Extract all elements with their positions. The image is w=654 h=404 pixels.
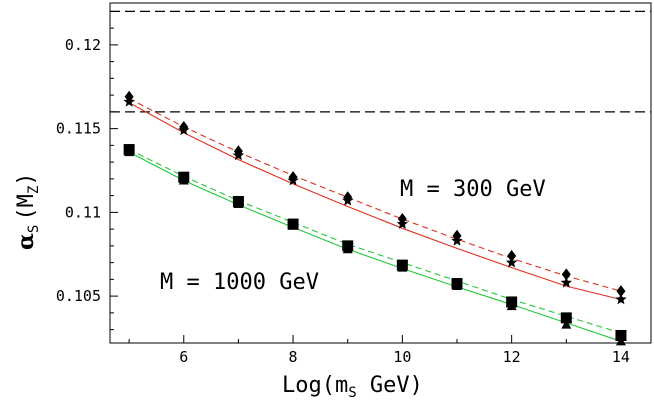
y-tick-label-2: 0.115	[56, 120, 101, 138]
annotation-m1000: M = 1000 GeV	[160, 270, 319, 295]
point-star-3-8	[560, 276, 572, 288]
point-star-3-7	[505, 256, 518, 268]
point-triangle-7-6	[452, 281, 463, 291]
point-triangle-7-8	[561, 319, 572, 329]
point-star-3-9	[615, 293, 627, 305]
point-triangle-7-5	[397, 262, 408, 272]
x-axis-title: Log(mS GeV)	[282, 373, 423, 401]
plot-frame	[109, 2, 652, 344]
y-tick-label-0: 0.105	[56, 287, 101, 305]
series-line-4	[128, 151, 622, 342]
series-line-1	[128, 98, 622, 292]
point-diamond-2-9	[616, 285, 626, 298]
x-tick-label-2: 10	[393, 348, 411, 366]
point-star-3-3	[287, 174, 299, 186]
y-axis-title: αS(MZ)	[13, 172, 42, 250]
point-triangle-7-7	[506, 301, 517, 311]
point-square-6-8	[560, 312, 572, 324]
point-triangle-7-0	[124, 147, 135, 157]
point-star-3-1	[178, 124, 190, 136]
point-star-3-5	[396, 218, 409, 229]
series-line-0	[128, 102, 622, 301]
point-star-3-4	[342, 194, 354, 206]
series-line-5	[128, 149, 622, 334]
x-tick-label-3: 12	[503, 348, 521, 366]
annotation-m300: M = 300 GeV	[400, 177, 546, 202]
x-tick-label-1: 8	[289, 348, 298, 366]
y-tick-label-1: 0.11	[65, 203, 101, 221]
point-star-3-2	[232, 149, 245, 161]
point-diamond-2-7	[507, 249, 517, 262]
point-triangle-7-4	[342, 244, 353, 254]
point-triangle-7-2	[233, 198, 244, 208]
x-tick-label-0: 6	[179, 348, 188, 366]
y-tick-label-3: 0.12	[65, 36, 101, 54]
point-triangle-7-1	[178, 175, 189, 185]
point-star-3-0	[123, 95, 135, 107]
point-triangle-7-3	[288, 220, 299, 230]
point-diamond-2-8	[561, 268, 571, 281]
point-star-3-6	[451, 234, 463, 246]
x-tick-label-4: 14	[612, 348, 630, 366]
